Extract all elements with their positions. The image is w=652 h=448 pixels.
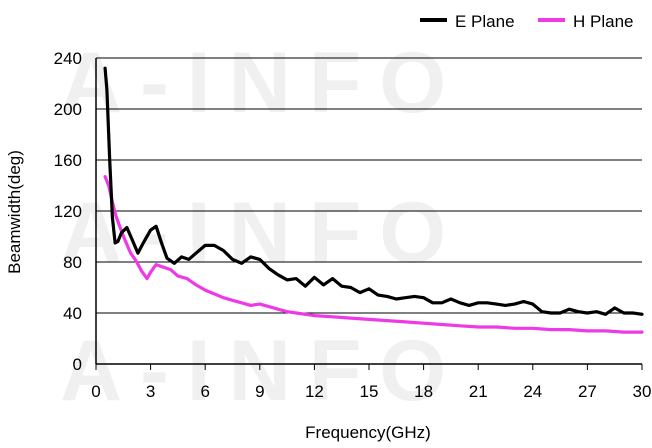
x-tick-label-15: 15	[360, 382, 379, 401]
x-tick-label-30: 30	[633, 382, 652, 401]
legend-item-e-plane: E Plane	[420, 12, 515, 31]
y-tick-label-0: 0	[73, 355, 82, 374]
watermark: A-INFO A-INFO A-INFO	[60, 35, 464, 419]
watermark-text-1: A-INFO	[60, 35, 464, 131]
x-tick-label-6: 6	[200, 382, 209, 401]
x-tick-label-21: 21	[469, 382, 488, 401]
y-axis-title: Beamwidth(deg)	[5, 150, 24, 274]
legend-label-h-plane: H Plane	[573, 12, 633, 31]
y-tick-label-40: 40	[63, 304, 82, 323]
legend-item-h-plane: H Plane	[538, 12, 633, 31]
series-line-h-plane	[103, 175, 644, 334]
x-axis-title: Frequency(GHz)	[305, 423, 431, 442]
x-tick-label-0: 0	[91, 382, 100, 401]
series-line-e-plane	[103, 66, 644, 316]
x-tick-label-27: 27	[578, 382, 597, 401]
series-lines	[103, 66, 644, 334]
y-tick-label-160: 160	[54, 151, 82, 170]
y-tick-label-240: 240	[54, 49, 82, 68]
x-tick-label-3: 3	[146, 382, 155, 401]
tick-labels: 0 40 80 120 160 200 240 0 3 6 9 12 15 18 21 24 27 30	[54, 49, 652, 401]
x-tick-label-24: 24	[523, 382, 542, 401]
axes	[95, 58, 643, 370]
x-tick-label-18: 18	[414, 382, 433, 401]
legend: E Plane H Plane	[420, 12, 633, 31]
y-tick-label-80: 80	[63, 253, 82, 272]
y-tick-label-200: 200	[54, 100, 82, 119]
x-tick-label-12: 12	[305, 382, 324, 401]
x-tick-label-9: 9	[255, 382, 264, 401]
watermark-text-3: A-INFO	[60, 323, 464, 419]
watermark-text-2: A-INFO	[60, 185, 464, 281]
legend-label-e-plane: E Plane	[455, 12, 515, 31]
y-tick-label-120: 120	[54, 202, 82, 221]
